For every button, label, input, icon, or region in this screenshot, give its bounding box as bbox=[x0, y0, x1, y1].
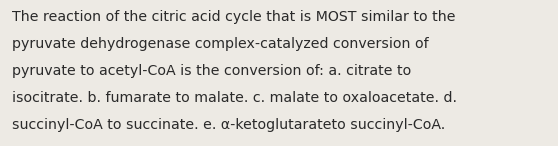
Text: succinyl-CoA to succinate. e. α-ketoglutarateto succinyl-CoA.: succinyl-CoA to succinate. e. α-ketoglut… bbox=[12, 118, 445, 132]
Text: pyruvate to acetyl-CoA is the conversion of: a. citrate to: pyruvate to acetyl-CoA is the conversion… bbox=[12, 64, 412, 78]
Text: pyruvate dehydrogenase complex-catalyzed conversion of: pyruvate dehydrogenase complex-catalyzed… bbox=[12, 37, 429, 51]
Text: The reaction of the citric acid cycle that is MOST similar to the: The reaction of the citric acid cycle th… bbox=[12, 10, 456, 24]
Text: isocitrate. b. fumarate to malate. c. malate to oxaloacetate. d.: isocitrate. b. fumarate to malate. c. ma… bbox=[12, 91, 457, 105]
